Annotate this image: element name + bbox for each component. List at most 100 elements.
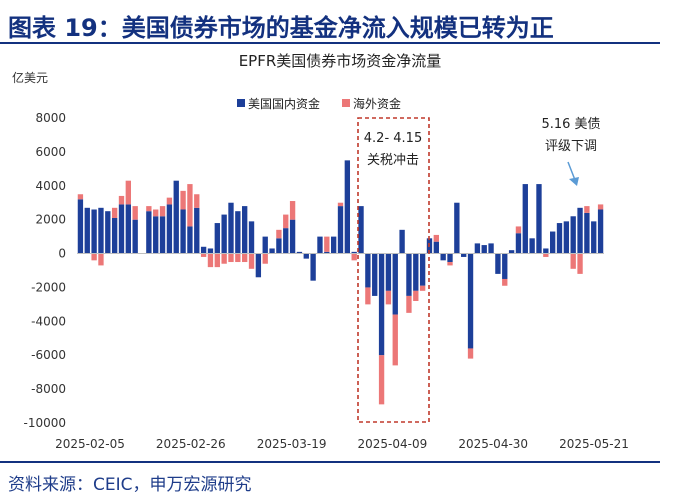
bar-domestic — [242, 206, 248, 254]
y-tick-label: -8000 — [31, 382, 66, 396]
y-tick-label: 0 — [58, 247, 66, 261]
bar-domestic — [563, 221, 570, 254]
y-tick-label: -2000 — [31, 280, 66, 294]
bar-domestic — [187, 226, 193, 254]
x-tick-label: 2025-04-09 — [358, 437, 428, 451]
y-tick-label: -10000 — [23, 416, 66, 430]
bar-domestic — [289, 219, 296, 254]
bar-foreign — [132, 206, 138, 220]
bar-foreign — [159, 206, 166, 217]
y-axis-ticks: -10000 -8000 -6000 -4000 -2000 0 2000 4000 6000 8… — [23, 111, 66, 430]
bar-foreign — [111, 207, 118, 218]
bar-foreign — [153, 209, 159, 217]
bar-foreign — [577, 253, 583, 274]
bar-domestic — [543, 248, 549, 254]
bar-domestic — [317, 236, 323, 254]
legend-swatch-domestic — [237, 99, 245, 107]
bar-foreign — [221, 253, 227, 264]
bar-domestic — [515, 233, 522, 254]
bar-domestic — [570, 216, 576, 254]
bar-domestic — [173, 180, 179, 254]
bar-domestic — [166, 204, 173, 254]
bar-foreign — [570, 253, 576, 269]
bar-foreign — [125, 180, 131, 205]
bar-domestic — [358, 206, 364, 254]
bar-domestic — [351, 251, 357, 254]
bar-foreign — [433, 234, 439, 242]
bar-domestic — [132, 219, 138, 254]
bar-domestic — [276, 238, 282, 254]
bar-domestic — [467, 253, 474, 349]
bar-foreign — [180, 190, 186, 210]
bar-domestic — [330, 236, 337, 254]
bar-foreign — [324, 236, 330, 252]
bar-foreign — [467, 348, 474, 359]
downgrade-annotation-label: 评级下调 — [545, 139, 597, 154]
bar-foreign — [406, 295, 412, 313]
bar-domestic — [255, 253, 262, 278]
bar-domestic — [153, 216, 159, 254]
bar-foreign — [543, 253, 549, 257]
y-tick-label: 2000 — [35, 213, 66, 227]
bar-domestic — [200, 246, 207, 254]
bar-domestic — [77, 199, 84, 254]
legend: 美国国内资金 海外资金 — [237, 96, 401, 111]
bar-domestic — [207, 248, 214, 254]
tariff-shock-highlight-box — [357, 117, 430, 423]
bar-domestic — [406, 253, 412, 296]
bar-domestic — [447, 253, 453, 263]
bar-foreign — [392, 314, 398, 366]
bar-foreign — [146, 206, 152, 212]
bar-domestic — [440, 253, 446, 261]
bar-foreign — [413, 290, 419, 301]
bar-domestic — [111, 217, 118, 254]
bar-foreign — [276, 229, 282, 239]
bar-foreign — [515, 226, 522, 234]
bar-foreign — [91, 253, 97, 261]
bar-foreign — [207, 253, 214, 268]
bar-domestic — [474, 243, 481, 254]
bar-domestic — [98, 207, 104, 254]
bar-domestic — [105, 211, 111, 254]
bar-foreign — [385, 290, 392, 305]
bar-domestic — [118, 204, 125, 254]
bar-domestic — [324, 251, 330, 254]
bar-domestic — [310, 253, 316, 281]
bar-domestic — [214, 223, 220, 254]
bar-foreign — [194, 194, 200, 208]
bar-foreign — [351, 253, 357, 261]
bar-foreign — [365, 287, 371, 305]
fund-flow-chart: EPFR美国债券市场资金净流量 亿美元 美国国内资金 海外资金 -10000 -8… — [12, 52, 629, 451]
y-tick-label: -6000 — [31, 348, 66, 362]
bar-domestic — [228, 202, 234, 254]
bar-domestic — [597, 209, 604, 254]
chart-title: EPFR美国债券市场资金净流量 — [239, 52, 442, 70]
downgrade-arrow-line — [567, 161, 576, 181]
figure-title: 图表 19：美国债券市场的基金净流入规模已转为正 — [8, 14, 554, 42]
downgrade-annotation-date: 5.16 美债 — [541, 117, 600, 132]
bar-foreign — [98, 253, 104, 266]
bar-domestic — [522, 184, 528, 254]
bar-domestic — [221, 214, 227, 254]
bar-foreign — [337, 202, 344, 207]
y-tick-label: 8000 — [35, 111, 66, 125]
bar-domestic — [536, 184, 542, 254]
bar-domestic — [502, 253, 508, 279]
bar-domestic — [269, 248, 275, 254]
x-tick-label: 2025-02-26 — [156, 437, 226, 451]
bar-foreign — [378, 355, 385, 405]
bar-foreign — [584, 206, 590, 213]
legend-swatch-foreign — [342, 99, 350, 107]
bar-foreign — [248, 253, 255, 269]
x-axis-ticks: 2025-02-05 2025-02-26 2025-03-19 2025-04-09… — [55, 437, 629, 451]
bars — [77, 160, 604, 405]
bar-domestic — [495, 253, 501, 274]
x-tick-label: 2025-05-21 — [559, 437, 629, 451]
bar-domestic — [419, 253, 426, 286]
downgrade-arrow-head — [569, 177, 579, 186]
bar-domestic — [91, 209, 97, 254]
bar-foreign — [262, 253, 268, 264]
bar-foreign — [200, 253, 207, 257]
bar-foreign — [283, 214, 289, 229]
bar-foreign — [228, 253, 234, 263]
